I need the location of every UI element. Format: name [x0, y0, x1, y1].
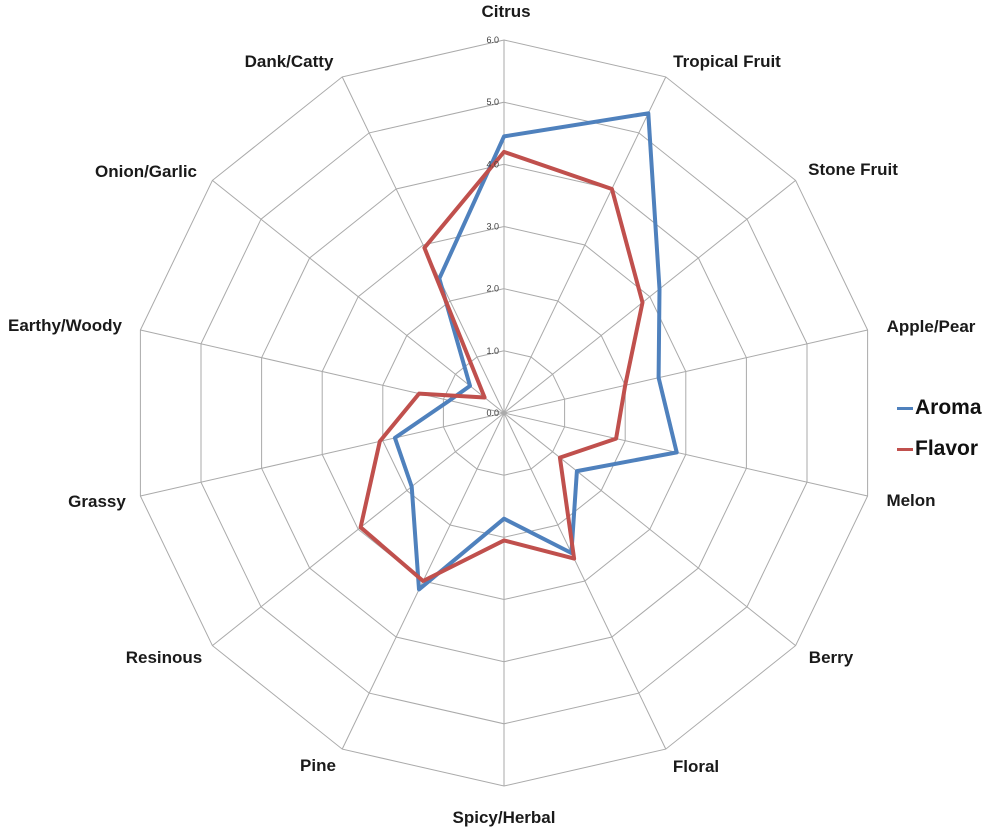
flavor-series-line [358, 149, 645, 583]
axis-spoke-earthy-woody [140, 329, 505, 414]
axis-label-berry: Berry [808, 648, 854, 667]
axis-spoke-dank-catty [341, 76, 505, 414]
axis-spoke-apple-pear [503, 329, 868, 414]
legend: Aroma Flavor [897, 392, 982, 465]
radial-tick-label-1.0: 1.0 [486, 346, 499, 356]
axis-label-onion-garlic: Onion/Garlic [94, 162, 198, 181]
aroma-series-line [392, 111, 679, 592]
radial-tick-label-3.0: 3.0 [486, 222, 499, 232]
axis-label-tropical-fruit: Tropical Fruit [673, 52, 781, 71]
axis-label-resinous: Resinous [125, 648, 203, 667]
flavor-series-swatch [897, 447, 913, 451]
aroma-series-swatch [897, 406, 913, 410]
flavor-legend-label: Flavor [915, 437, 979, 460]
axis-label-floral: Floral [672, 757, 720, 776]
axis-spoke-resinous [212, 412, 505, 646]
axis-label-stone-fruit: Stone Fruit [808, 160, 898, 179]
axis-label-pine: Pine [300, 756, 336, 775]
axis-spoke-stone-fruit [503, 180, 796, 414]
axis-label-apple-pear: Apple/Pear [886, 317, 976, 336]
axis-spoke-berry [503, 412, 796, 646]
radial-tick-label-6.0: 6.0 [486, 35, 499, 45]
axis-label-earthy-woody: Earthy/Woody [8, 316, 122, 335]
axis-label-spicy-herbal: Spicy/Herbal [452, 808, 556, 827]
radial-tick-label-5.0: 5.0 [486, 97, 499, 107]
radial-tick-label-2.0: 2.0 [486, 284, 499, 294]
axis-spoke-melon [503, 412, 868, 497]
legend-item-flavor: Flavor [897, 433, 982, 465]
aroma-legend-label: Aroma [915, 396, 982, 419]
axis-spoke-floral [503, 412, 667, 750]
axis-spoke-grassy [140, 412, 505, 497]
axis-spoke-tropical-fruit [503, 76, 667, 414]
axis-label-melon: Melon [886, 491, 936, 510]
radial-tick-label-4.0: 4.0 [486, 159, 499, 169]
axis-label-citrus: Citrus [481, 2, 531, 21]
legend-item-aroma: Aroma [897, 392, 982, 424]
radial-tick-label-0.0: 0.0 [486, 408, 499, 418]
axis-label-dank-catty: Dank/Catty [244, 52, 334, 71]
axis-spoke-onion-garlic [212, 180, 505, 414]
axis-label-grassy: Grassy [68, 492, 126, 511]
